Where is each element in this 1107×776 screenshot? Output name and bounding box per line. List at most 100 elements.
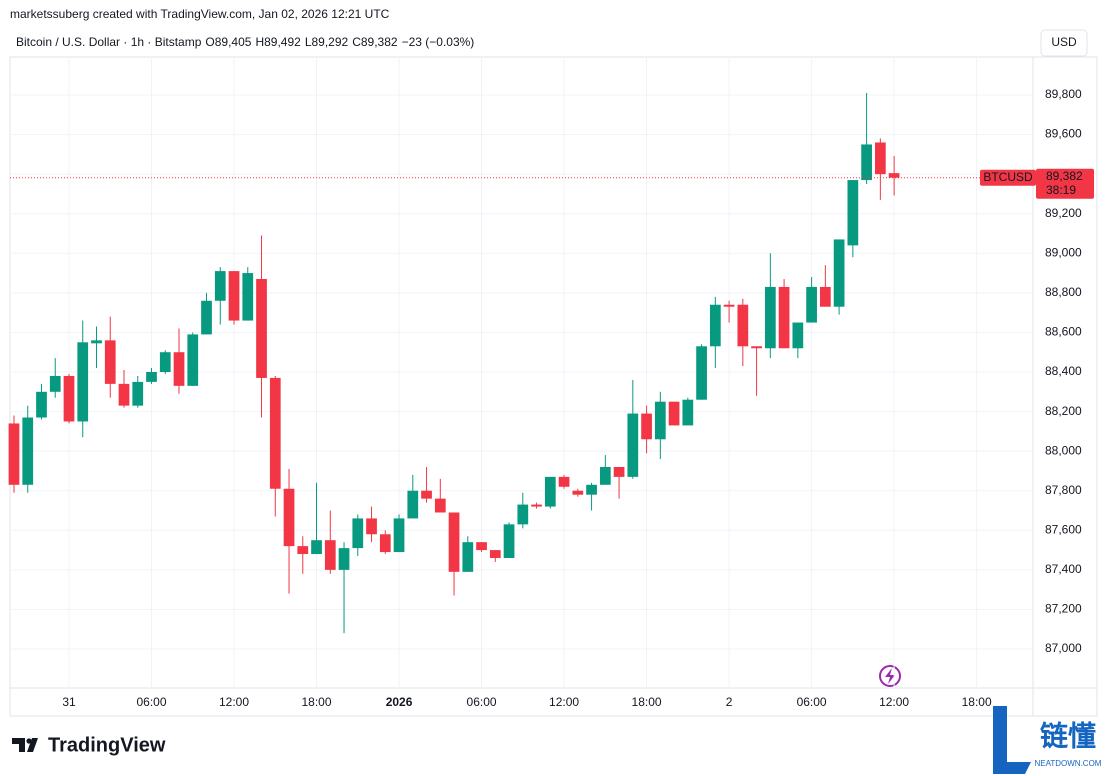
symbol-title: Bitcoin / U.S. Dollar · 1h · Bitstamp: [16, 35, 202, 49]
header: marketssuberg created with TradingView.c…: [10, 7, 390, 21]
legend: Bitcoin / U.S. Dollar · 1h · Bitstamp O 89…: [16, 35, 474, 49]
y-tick-label: 87,400: [1045, 562, 1082, 576]
x-tick-label: 06:00: [467, 695, 497, 709]
y-tick-label: 87,600: [1045, 522, 1082, 536]
legend-value: 89,492: [264, 35, 301, 49]
watermark-site: NEATDOWN.COM: [1035, 759, 1102, 768]
candle-body: [201, 300, 212, 335]
legend-value: 89,382: [361, 35, 398, 49]
candle-body: [242, 273, 254, 321]
candle-body: [654, 401, 666, 440]
legend-key: H: [255, 35, 264, 49]
candle-body: [531, 504, 542, 507]
candle-body: [269, 377, 281, 489]
x-tick-label: 2: [726, 695, 733, 709]
candle-body: [63, 375, 75, 422]
price-badge: [1036, 168, 1094, 199]
candle-body: [311, 540, 322, 555]
candle-body: [146, 372, 157, 382]
candle-body: [737, 304, 749, 347]
candle-body: [792, 322, 804, 349]
y-tick-label: 88,400: [1045, 364, 1082, 378]
legend-key: C: [352, 35, 361, 49]
y-tick-label: 87,200: [1045, 602, 1082, 616]
candle-body: [874, 142, 886, 175]
candle-body: [132, 381, 144, 406]
candle-body: [764, 286, 776, 349]
y-tick-label: 88,800: [1045, 285, 1082, 299]
candle-body: [283, 488, 295, 547]
candle-body: [682, 399, 694, 426]
y-tick-label: 89,600: [1045, 127, 1082, 141]
candle-body: [696, 346, 707, 400]
candle-body: [847, 180, 859, 246]
candle-body: [627, 413, 639, 477]
candle-body: [723, 304, 735, 307]
candle-body: [819, 286, 831, 307]
candle-body: [91, 340, 102, 344]
candle-body: [586, 484, 597, 495]
x-tick-label: 2026: [386, 695, 413, 709]
currency-label[interactable]: USD: [1051, 35, 1077, 49]
y-tick-label: 87,000: [1045, 641, 1082, 655]
candle-body: [599, 466, 611, 485]
candle-body: [434, 498, 446, 513]
candle-body: [104, 340, 116, 384]
candle-body: [366, 518, 377, 535]
candle-body: [641, 413, 652, 440]
candle-body: [888, 173, 900, 178]
x-tick-label: 31: [62, 695, 76, 709]
y-tick-label: 89,800: [1045, 87, 1082, 101]
candle-body: [503, 524, 515, 559]
x-tick-label: 12:00: [879, 695, 909, 709]
candle-body: [861, 144, 872, 181]
candle-body: [613, 466, 625, 477]
candle-body: [256, 279, 267, 378]
candle-body: [558, 476, 570, 487]
candle-body: [778, 286, 790, 349]
legend-value: 89,292: [312, 35, 349, 49]
candle-body: [214, 271, 226, 301]
y-tick-label: 89,200: [1045, 206, 1082, 220]
x-tick-label: 12:00: [549, 695, 579, 709]
currency-button[interactable]: [1040, 29, 1088, 57]
brand-name: TradingView: [48, 734, 166, 756]
candle-body: [806, 286, 817, 323]
candle-body: [709, 304, 721, 347]
candle-body: [187, 334, 199, 386]
candle-body: [751, 346, 762, 349]
candle-body: [324, 540, 336, 570]
price-badge-label: 89,382: [1046, 169, 1083, 183]
candle-body: [77, 342, 89, 422]
candle-body: [833, 239, 845, 307]
candle-body: [297, 546, 309, 555]
symbol-badge: [980, 169, 1036, 186]
candle-body: [118, 383, 130, 406]
candle-body: [421, 490, 432, 499]
legend-change: −23 (−0.03%): [402, 35, 475, 49]
x-tick-label: 06:00: [797, 695, 827, 709]
candle-body: [489, 550, 501, 559]
watermark-logo: [993, 706, 1031, 774]
x-tick-label: 18:00: [962, 695, 992, 709]
candle-body: [352, 518, 364, 549]
candle-body: [668, 401, 680, 426]
y-tick-label: 88,000: [1045, 443, 1082, 457]
watermark-title: 链懂: [1040, 720, 1096, 751]
y-tick-label: 89,000: [1045, 245, 1082, 259]
candle-body: [8, 423, 20, 485]
candle-body: [228, 271, 240, 321]
candle-body: [476, 542, 487, 551]
y-tick-label: 88,200: [1045, 404, 1082, 418]
candle-body: [49, 375, 61, 392]
x-tick-label: 18:00: [632, 695, 662, 709]
candle-body: [159, 352, 171, 373]
candle-body: [379, 534, 391, 553]
candle-body: [517, 504, 529, 525]
chart-frame: [9, 56, 1098, 717]
candle-body: [407, 490, 419, 519]
sparkle-icon: [879, 665, 901, 687]
x-tick-label: 12:00: [219, 695, 249, 709]
x-tick-label: 06:00: [136, 695, 166, 709]
